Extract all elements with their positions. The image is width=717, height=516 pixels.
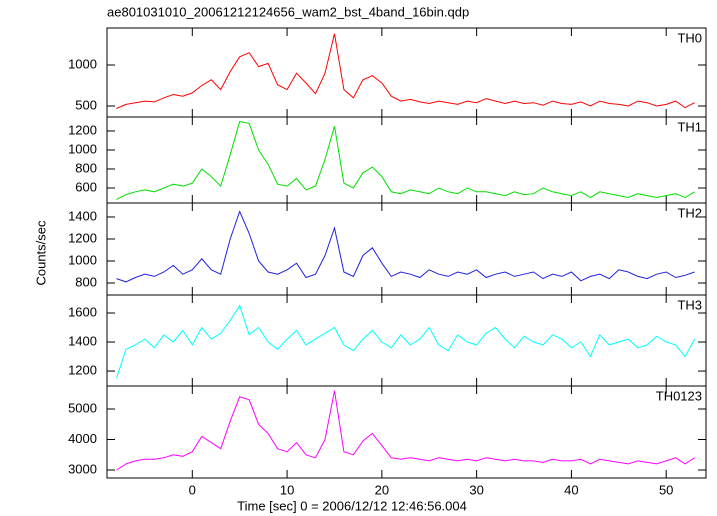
light-curve — [116, 390, 695, 471]
light-curve — [116, 120, 695, 200]
chart-title: ae801031010_20061212124656_wam2_bst_4ban… — [107, 4, 469, 19]
light-curve — [116, 210, 695, 283]
panel-label: TH3 — [677, 297, 702, 312]
x-tick-label: 30 — [469, 482, 483, 497]
y-tick-label: 800 — [75, 274, 97, 289]
x-tick-label: 50 — [659, 482, 673, 497]
x-tick-label: 10 — [280, 482, 294, 497]
y-tick-label: 5000 — [68, 400, 97, 415]
y-tick-label: 1200 — [68, 230, 97, 245]
y-tick-label: 1200 — [68, 122, 97, 137]
y-tick-label: 500 — [75, 97, 97, 112]
panel-frame — [106, 385, 707, 479]
y-tick-label: 4000 — [68, 431, 97, 446]
y-tick-label: 1200 — [68, 362, 97, 377]
y-axis-label: Counts/sec — [33, 220, 48, 286]
x-axis-label: Time [sec] 0 = 2006/12/12 12:46:56.004 — [237, 498, 467, 513]
panel-frame — [106, 116, 707, 204]
y-tick-label: 1400 — [68, 208, 97, 223]
panel-label: TH0 — [677, 30, 702, 45]
y-tick-label: 1400 — [68, 333, 97, 348]
panel-label: TH1 — [677, 119, 702, 134]
y-tick-label: 1600 — [68, 304, 97, 319]
x-tick-label: 0 — [189, 482, 196, 497]
panel-frame — [106, 202, 707, 296]
light-curve — [116, 304, 696, 379]
y-tick-label: 600 — [75, 179, 97, 194]
y-tick-label: 800 — [75, 160, 97, 175]
x-tick-label: 20 — [375, 482, 389, 497]
y-tick-label: 1000 — [68, 56, 97, 71]
x-tick-label: 40 — [564, 482, 578, 497]
panel-label: TH2 — [677, 205, 702, 220]
panel-label: TH0123 — [656, 388, 702, 403]
y-tick-label: 1000 — [68, 141, 97, 156]
light-curve — [116, 33, 695, 109]
y-tick-label: 1000 — [68, 252, 97, 267]
y-tick-label: 3000 — [68, 461, 97, 476]
